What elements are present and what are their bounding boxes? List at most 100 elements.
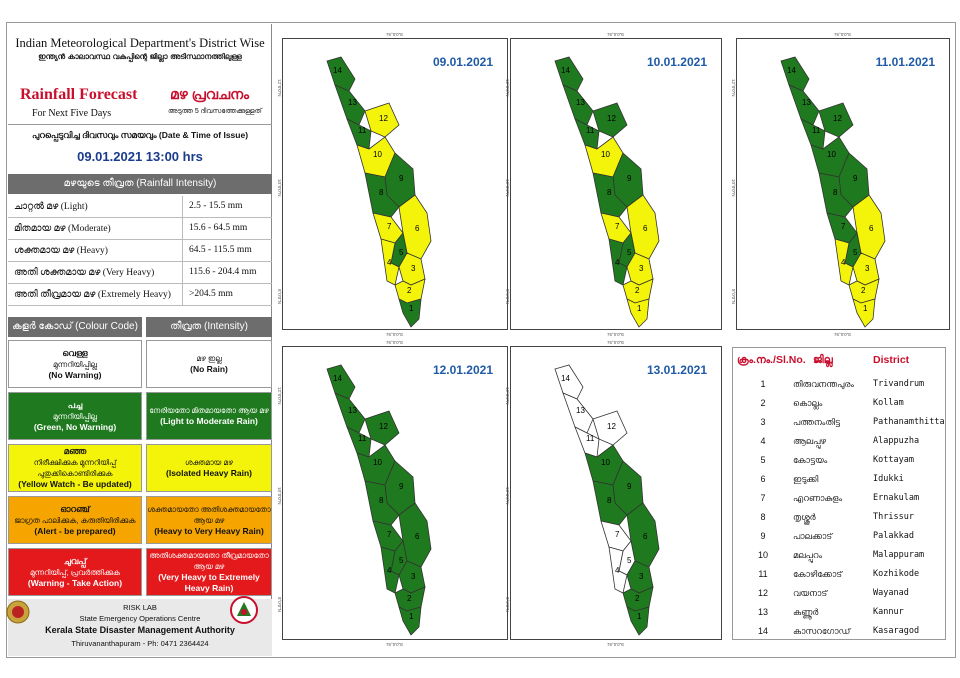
divider — [182, 262, 183, 283]
district-ml: തിരുവനന്തപുരം — [793, 379, 854, 389]
district-ml: ഇടുക്കി — [793, 474, 819, 484]
district-number: 5 — [399, 556, 404, 565]
district-number: 3 — [639, 264, 644, 273]
district-14-area — [326, 56, 356, 92]
district-no: 12 — [757, 588, 768, 598]
intensity-box: ശക്തമായ മഴ (Isolated Heavy Rain) — [146, 444, 272, 492]
intensity-en: (Heavy to Very Heavy Rain) — [154, 525, 264, 536]
coord-label: 76°0'0"E — [607, 32, 625, 37]
district-14-area — [780, 56, 810, 92]
district-en: Palakkad — [873, 531, 914, 541]
district-ml: തൃശ്ശൂർ — [793, 512, 816, 522]
district-ml: മലപ്പുറം — [793, 550, 823, 560]
district-1-area — [398, 298, 422, 328]
colour-code-box: വെള്ള മുന്നറിയിപ്പില്ല (No Warning) — [8, 340, 142, 388]
colour-code-heading: കളർ കോഡ് (Colour Code) — [8, 317, 142, 337]
colour-code-box: പച്ച മുന്നറിയിപ്പില്ല (Green, No Warning) — [8, 392, 142, 440]
district-number: 2 — [635, 594, 640, 603]
coord-label: 10°0'0"N — [277, 487, 282, 505]
district-number: 9 — [399, 482, 404, 491]
district-number: 7 — [387, 222, 392, 231]
district-13-area — [788, 84, 820, 126]
district-number: 7 — [615, 222, 620, 231]
coord-label: 76°0'0"E — [607, 340, 625, 345]
colour-meaning-ml: മുന്നറിയിപ്പില്ല — [53, 411, 97, 421]
table-row: 12 വയനാട് Wayanad — [733, 583, 947, 604]
forecast-map-panel: 12.01.2021 76°0'0"E 76°0'0"E 12°0'0"N 10°0'0… — [277, 340, 508, 647]
table-row: 9 പാലക്കാട് Palakkad — [733, 526, 947, 547]
district-number: 7 — [387, 530, 392, 539]
kerala-map: 14 13 12 11 10 9 8 7 6 54 3 2 1 — [780, 56, 886, 328]
table-header-ml: ജില്ല — [813, 354, 833, 366]
district-number: 13 — [802, 98, 811, 107]
district-number: 13 — [576, 98, 585, 107]
intensity-ml: ശക്തമായതോ അതിശക്തമായതോ ആയ മഴ — [147, 504, 271, 525]
divider — [182, 196, 183, 217]
district-11-area — [346, 426, 372, 458]
district-number: 10 — [601, 458, 610, 467]
forecast-date: 11.01.2021 — [875, 55, 935, 69]
coord-label: 12°0'0"N — [505, 79, 510, 97]
intensity-range: 115.6 - 204.4 mm — [189, 267, 257, 277]
colour-name: ചുവപ്പ് — [63, 555, 87, 566]
district-ml: കൊല്ലം — [793, 398, 823, 408]
subtitle-en: For Next Five Days — [32, 108, 112, 119]
intensity-range: 15.6 - 64.5 mm — [189, 223, 248, 233]
intensity-row: അതി തീവ്രമായ മഴ (Extremely Heavy) >204.5 … — [8, 284, 272, 306]
kerala-map: 14 13 12 11 10 9 8 7 6 54 3 2 1 — [554, 364, 660, 636]
intensity-en: (No Rain) — [190, 364, 228, 374]
district-en: Ernakulam — [873, 493, 920, 503]
district-en: Kasaragod — [873, 626, 920, 636]
coord-label: 8°0'0"N — [277, 289, 282, 305]
coord-label: 10°0'0"N — [505, 179, 510, 197]
table-row: 14 കാസറഗോഡ് Kasaragod — [733, 621, 947, 642]
district-number: 12 — [607, 114, 616, 123]
table-row: 1 തിരുവനന്തപുരം Trivandrum — [733, 374, 947, 395]
district-no: 1 — [760, 379, 766, 389]
intensity-en: (Light to Moderate Rain) — [160, 416, 258, 426]
district-number: 9 — [627, 174, 632, 183]
district-number: 14 — [333, 374, 342, 383]
district-en: Trivandrum — [873, 379, 925, 389]
district-number: 11 — [586, 126, 595, 135]
divider — [8, 124, 272, 125]
district-number: 6 — [415, 532, 420, 541]
coord-label: 76°0'0"E — [607, 642, 625, 647]
district-number: 14 — [787, 66, 796, 75]
district-en: Pathanamthitta — [873, 417, 945, 427]
district-number: 3 — [411, 264, 416, 273]
district-number: 12 — [379, 422, 388, 431]
district-number: 6 — [643, 532, 648, 541]
divider — [182, 218, 183, 239]
district-table: ക്രം.നം./Sl.No. ജില്ല District 1 തിരുവനന്… — [732, 347, 946, 640]
district-number: 10 — [601, 150, 610, 159]
district-no: 5 — [760, 455, 766, 465]
colour-code-box: ഓറഞ്ച് ജാഗ്രത പാലിക്കുക, കരുതിയിരിക്കുക (A… — [8, 496, 142, 544]
forecast-date: 10.01.2021 — [646, 55, 707, 69]
coord-label: 76°0'0"E — [607, 332, 625, 337]
colour-meaning-en: (Alert - be prepared) — [34, 525, 116, 536]
district-number: 13 — [576, 406, 585, 415]
forecast-date: 09.01.2021 — [432, 55, 493, 69]
coord-label: 76°0'0"E — [834, 332, 852, 337]
kerala-map: 14 13 12 11 10 9 8 7 6 54 3 2 1 — [326, 56, 432, 328]
district-number: 9 — [627, 482, 632, 491]
district-number: 6 — [415, 224, 420, 233]
coord-label: 8°0'0"N — [277, 597, 282, 613]
colour-meaning-en: (Warning - Take Action) — [27, 577, 123, 588]
colour-meaning-ml: ജാഗ്രത പാലിക്കുക, കരുതിയിരിക്കുക — [14, 515, 136, 525]
district-number: 6 — [643, 224, 648, 233]
district-1-area — [626, 606, 650, 636]
district-ml: കാസറഗോഡ് — [793, 626, 851, 636]
district-1-area — [852, 298, 876, 328]
kerala-map: 14 13 12 11 10 9 8 7 6 54 3 2 1 — [326, 364, 432, 636]
forecast-date: 12.01.2021 — [432, 363, 493, 377]
coord-label: 10°0'0"N — [277, 179, 282, 197]
district-13-area — [562, 84, 594, 126]
district-no: 9 — [760, 531, 766, 541]
ksdma-logo-icon — [230, 596, 258, 624]
intensity-row: ചാറ്റൽ മഴ (Light) 2.5 - 15.5 mm — [8, 196, 272, 218]
colour-meaning-en: (No Warning) — [48, 369, 102, 380]
district-number: 2 — [635, 286, 640, 295]
district-11-area — [800, 118, 826, 150]
